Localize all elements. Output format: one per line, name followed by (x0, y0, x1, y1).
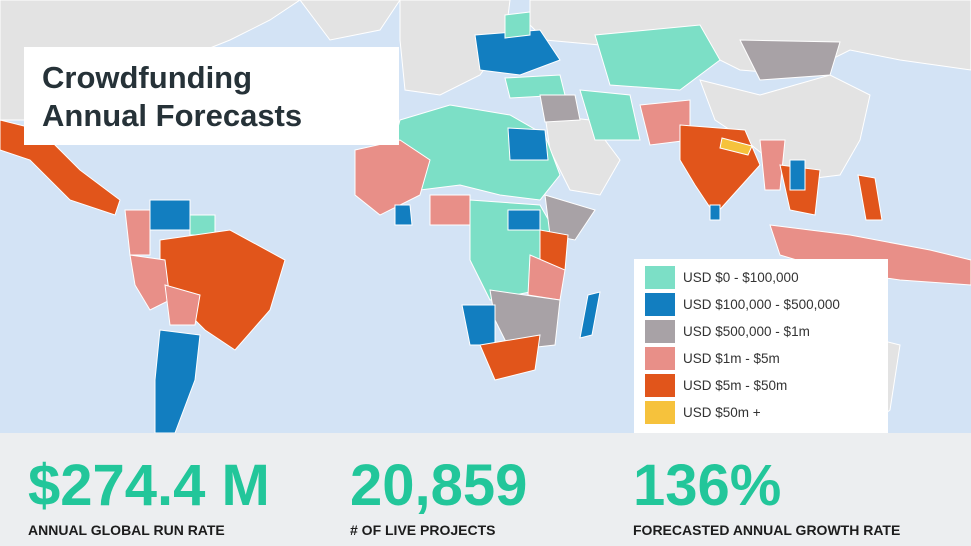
africa-regions (354, 104, 601, 381)
west-africa-region (354, 139, 431, 216)
stat-value: $274.4 M (28, 453, 270, 518)
legend-label: USD $100,000 - $500,000 (683, 297, 840, 312)
laos-region (789, 159, 806, 191)
kazakhstan-region (594, 24, 721, 91)
legend-label: USD $5m - $50m (683, 378, 788, 393)
iran-region (579, 89, 641, 141)
legend-swatch (645, 374, 675, 397)
peru-region (129, 254, 171, 311)
east-africa-region (544, 194, 596, 241)
sri-lanka-region (709, 204, 721, 221)
middle-east-region (539, 94, 581, 123)
egypt-region (507, 127, 549, 161)
europe-land (399, 0, 511, 96)
bolivia-region (164, 284, 201, 326)
legend-item: USD $0 - $100,000 (645, 266, 877, 289)
map-svg (0, 0, 971, 433)
south-sudan-region (507, 209, 541, 231)
myanmar-region (759, 139, 786, 191)
stat-label: FORECASTED ANNUAL GROWTH RATE (633, 522, 901, 538)
nepal-region (719, 137, 753, 156)
eurasia-regions (474, 11, 841, 141)
legend-label: USD $50m + (683, 405, 761, 420)
legend-swatch (645, 320, 675, 343)
americas-regions (0, 119, 286, 433)
asia-regions (639, 99, 971, 286)
argentina-region (154, 329, 201, 433)
stat-value: 136% (633, 453, 782, 518)
namibia-region (461, 304, 496, 346)
title-line-2: Annual Forecasts (42, 98, 303, 133)
guyana-region (189, 214, 216, 236)
india-region (679, 124, 761, 216)
stat-live-projects: 20,859 # OF LIVE PROJECTS (350, 453, 527, 539)
legend-item: USD $1m - $5m (645, 347, 877, 370)
legend-label: USD $500,000 - $1m (683, 324, 810, 339)
world-map (0, 0, 971, 433)
legend-item: USD $500,000 - $1m (645, 320, 877, 343)
title-card: Crowdfunding Annual Forecasts (24, 47, 399, 145)
legend-item: USD $100,000 - $500,000 (645, 293, 877, 316)
ivory-coast-region (394, 204, 413, 226)
finland-region (504, 11, 531, 39)
greenland-land (299, 0, 401, 41)
south-africa-region (479, 334, 541, 381)
map-legend: USD $0 - $100,000 USD $100,000 - $500,00… (634, 259, 888, 436)
legend-swatch (645, 401, 675, 424)
nigeria-region (429, 194, 471, 226)
stat-run-rate: $274.4 M ANNUAL GLOBAL RUN RATE (28, 453, 270, 539)
stat-label: ANNUAL GLOBAL RUN RATE (28, 522, 225, 538)
stat-growth-rate: 136% FORECASTED ANNUAL GROWTH RATE (633, 453, 900, 539)
legend-swatch (645, 266, 675, 289)
legend-swatch (645, 293, 675, 316)
legend-item: USD $50m + (645, 401, 877, 424)
legend-label: USD $0 - $100,000 (683, 270, 799, 285)
title-line-1: Crowdfunding (42, 60, 253, 95)
colombia-region (124, 209, 151, 256)
legend-swatch (645, 347, 675, 370)
venezuela-region (149, 199, 191, 231)
legend-label: USD $1m - $5m (683, 351, 780, 366)
mongolia-region (739, 39, 841, 81)
stats-bar: $274.4 M ANNUAL GLOBAL RUN RATE 20,859 #… (0, 433, 971, 546)
stat-value: 20,859 (350, 453, 528, 518)
legend-item: USD $5m - $50m (645, 374, 877, 397)
philippines-region (857, 174, 883, 221)
stat-label: # OF LIVE PROJECTS (350, 522, 496, 538)
madagascar-region (579, 291, 601, 339)
